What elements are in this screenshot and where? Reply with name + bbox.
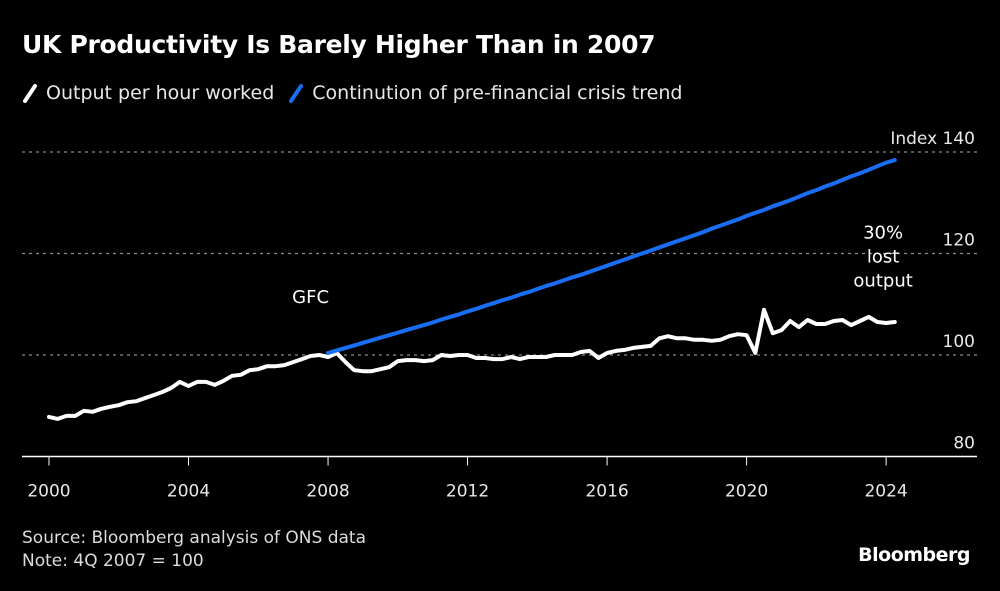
x-tick-label-2020: 2020 — [725, 482, 768, 502]
legend-item-trend: Continution of pre-financial crisis tren… — [288, 82, 682, 104]
annotation-lost-output-line: lost — [867, 246, 899, 267]
annotations: GFC 30% lost output — [292, 222, 913, 308]
y-tick-label-100: 100 — [943, 332, 975, 352]
y-tick-label-140: Index 140 — [890, 129, 975, 149]
source-note: Source: Bloomberg analysis of ONS data N… — [22, 527, 366, 573]
series-output-per-hour — [47, 307, 897, 421]
annotation-lost-output-line: output — [853, 270, 912, 291]
y-axis-ticks: 80 100 120 Index 140 — [890, 129, 975, 454]
legend-label-trend: Continution of pre-financial crisis tren… — [312, 82, 683, 104]
x-tick-label-2012: 2012 — [446, 482, 489, 502]
bloomberg-logo: Bloomberg — [858, 544, 970, 566]
gridlines — [22, 151, 977, 356]
x-tick-label-2000: 2000 — [27, 482, 70, 502]
legend-swatch-trend-icon — [289, 84, 304, 103]
legend: Output per hour worked Continution of pr… — [22, 82, 696, 104]
series-lines — [47, 158, 897, 421]
series-pre-crisis-trend — [326, 158, 897, 355]
legend-swatch-output-icon — [23, 84, 37, 103]
y-tick-label-120: 120 — [943, 231, 975, 251]
source-text: Source: Bloomberg analysis of ONS data — [22, 528, 367, 548]
x-tick-label-2024: 2024 — [864, 482, 907, 502]
note-text: Note: 4Q 2007 = 100 — [22, 551, 204, 571]
x-axis: 2000 2004 2008 2012 2016 2020 2024 — [22, 455, 977, 502]
chart-title: UK Productivity Is Barely Higher Than in… — [22, 30, 656, 59]
annotation-gfc: GFC — [292, 287, 329, 308]
annotation-lost-output-line: 30% — [863, 222, 903, 243]
legend-label-output: Output per hour worked — [46, 82, 275, 104]
x-tick-label-2008: 2008 — [306, 482, 349, 502]
legend-item-output: Output per hour worked — [22, 82, 274, 104]
x-tick-label-2004: 2004 — [167, 482, 210, 502]
x-tick-label-2016: 2016 — [585, 482, 628, 502]
y-tick-label-80: 80 — [953, 434, 975, 454]
